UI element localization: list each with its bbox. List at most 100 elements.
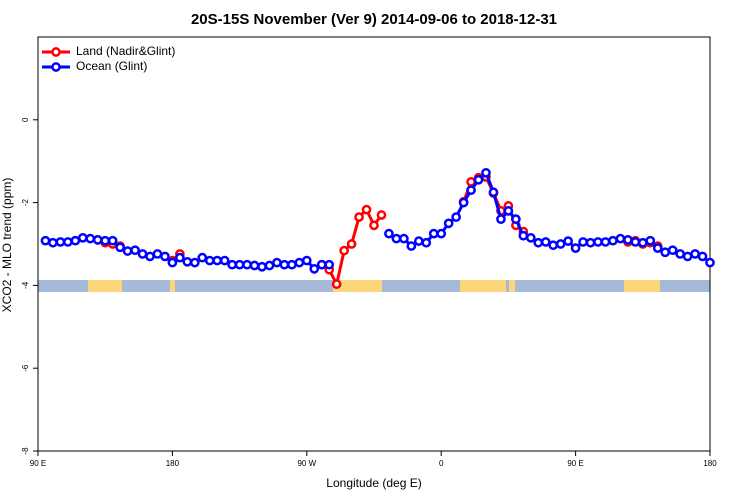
point [354, 212, 364, 222]
point [652, 243, 663, 253]
point [182, 256, 193, 267]
point [667, 245, 678, 256]
point [122, 246, 133, 256]
point [391, 233, 402, 244]
legend-marker [51, 47, 61, 57]
x-tick-label: 90 E [30, 459, 46, 468]
x-tick-label: 180 [166, 459, 180, 468]
point [369, 220, 379, 231]
point [160, 251, 170, 262]
point [272, 257, 282, 268]
point [234, 259, 245, 270]
point [279, 259, 290, 270]
y-tick-label: -8 [21, 447, 30, 455]
point [570, 243, 581, 253]
point [705, 257, 715, 268]
point [540, 237, 551, 247]
x-tick-label: 0 [439, 459, 444, 468]
point [645, 235, 656, 246]
legend-label: Land (Nadir&Glint) [76, 44, 175, 58]
y-tick-label: 0 [21, 117, 30, 122]
point [511, 214, 521, 225]
point [294, 257, 305, 268]
point [70, 235, 81, 246]
y-axis-label: XCO2 - MLO trend (ppm) [0, 178, 14, 313]
land-band [624, 280, 660, 292]
point [488, 187, 499, 198]
point [227, 259, 237, 270]
point [503, 206, 514, 216]
point [48, 237, 58, 248]
point [384, 228, 394, 239]
y-tick-label: -6 [21, 364, 30, 372]
point [690, 249, 700, 259]
point [399, 233, 409, 244]
point [637, 237, 648, 248]
point [92, 235, 103, 245]
point [63, 237, 73, 247]
legend-label: Ocean (Glint) [76, 59, 147, 73]
point [55, 237, 66, 247]
x-axis-label: Longitude (deg E) [326, 476, 421, 490]
point [608, 235, 618, 246]
land-band [333, 280, 382, 292]
point [339, 245, 349, 256]
surface-band [38, 280, 710, 292]
point [518, 230, 529, 241]
point [85, 233, 96, 244]
point [77, 232, 88, 243]
plot-frame [37, 36, 711, 452]
y-tick-label: -2 [21, 198, 30, 206]
point [219, 255, 230, 266]
point [466, 185, 476, 196]
point [481, 167, 491, 178]
chart-title: 20S-15S November (Ver 9) 2014-09-06 to 2… [191, 11, 557, 28]
point [167, 257, 178, 268]
point [40, 235, 51, 246]
point [548, 240, 559, 251]
x-tick-label: 90 W [297, 459, 316, 468]
point [458, 197, 469, 208]
point [660, 247, 671, 258]
point [264, 260, 275, 271]
point [137, 249, 148, 259]
legend-marker [51, 62, 61, 72]
land-band [88, 280, 122, 292]
point [100, 235, 111, 246]
series-line [97, 175, 659, 289]
point [376, 210, 387, 220]
point [257, 261, 267, 272]
point [473, 174, 484, 185]
point [115, 242, 125, 253]
point [630, 237, 641, 247]
point [324, 259, 335, 270]
point [682, 251, 693, 262]
point [145, 251, 155, 262]
point [615, 233, 626, 244]
point [107, 235, 118, 246]
point [443, 218, 454, 229]
point [301, 255, 312, 266]
x-tick-label: 90 E [567, 459, 583, 468]
y-tick-label: -4 [21, 281, 30, 289]
point [451, 212, 461, 222]
point [175, 252, 185, 263]
point [428, 228, 439, 239]
point [623, 235, 633, 245]
point [130, 245, 140, 256]
land-band [460, 280, 506, 292]
point [436, 228, 447, 239]
point [197, 252, 208, 263]
point [152, 249, 163, 259]
point [242, 259, 252, 270]
point [331, 279, 342, 290]
point [287, 259, 297, 270]
point [555, 239, 566, 249]
point [204, 255, 215, 266]
point [697, 251, 708, 262]
land-band [170, 280, 175, 292]
point [578, 237, 588, 247]
point [593, 237, 603, 247]
point [421, 237, 432, 248]
